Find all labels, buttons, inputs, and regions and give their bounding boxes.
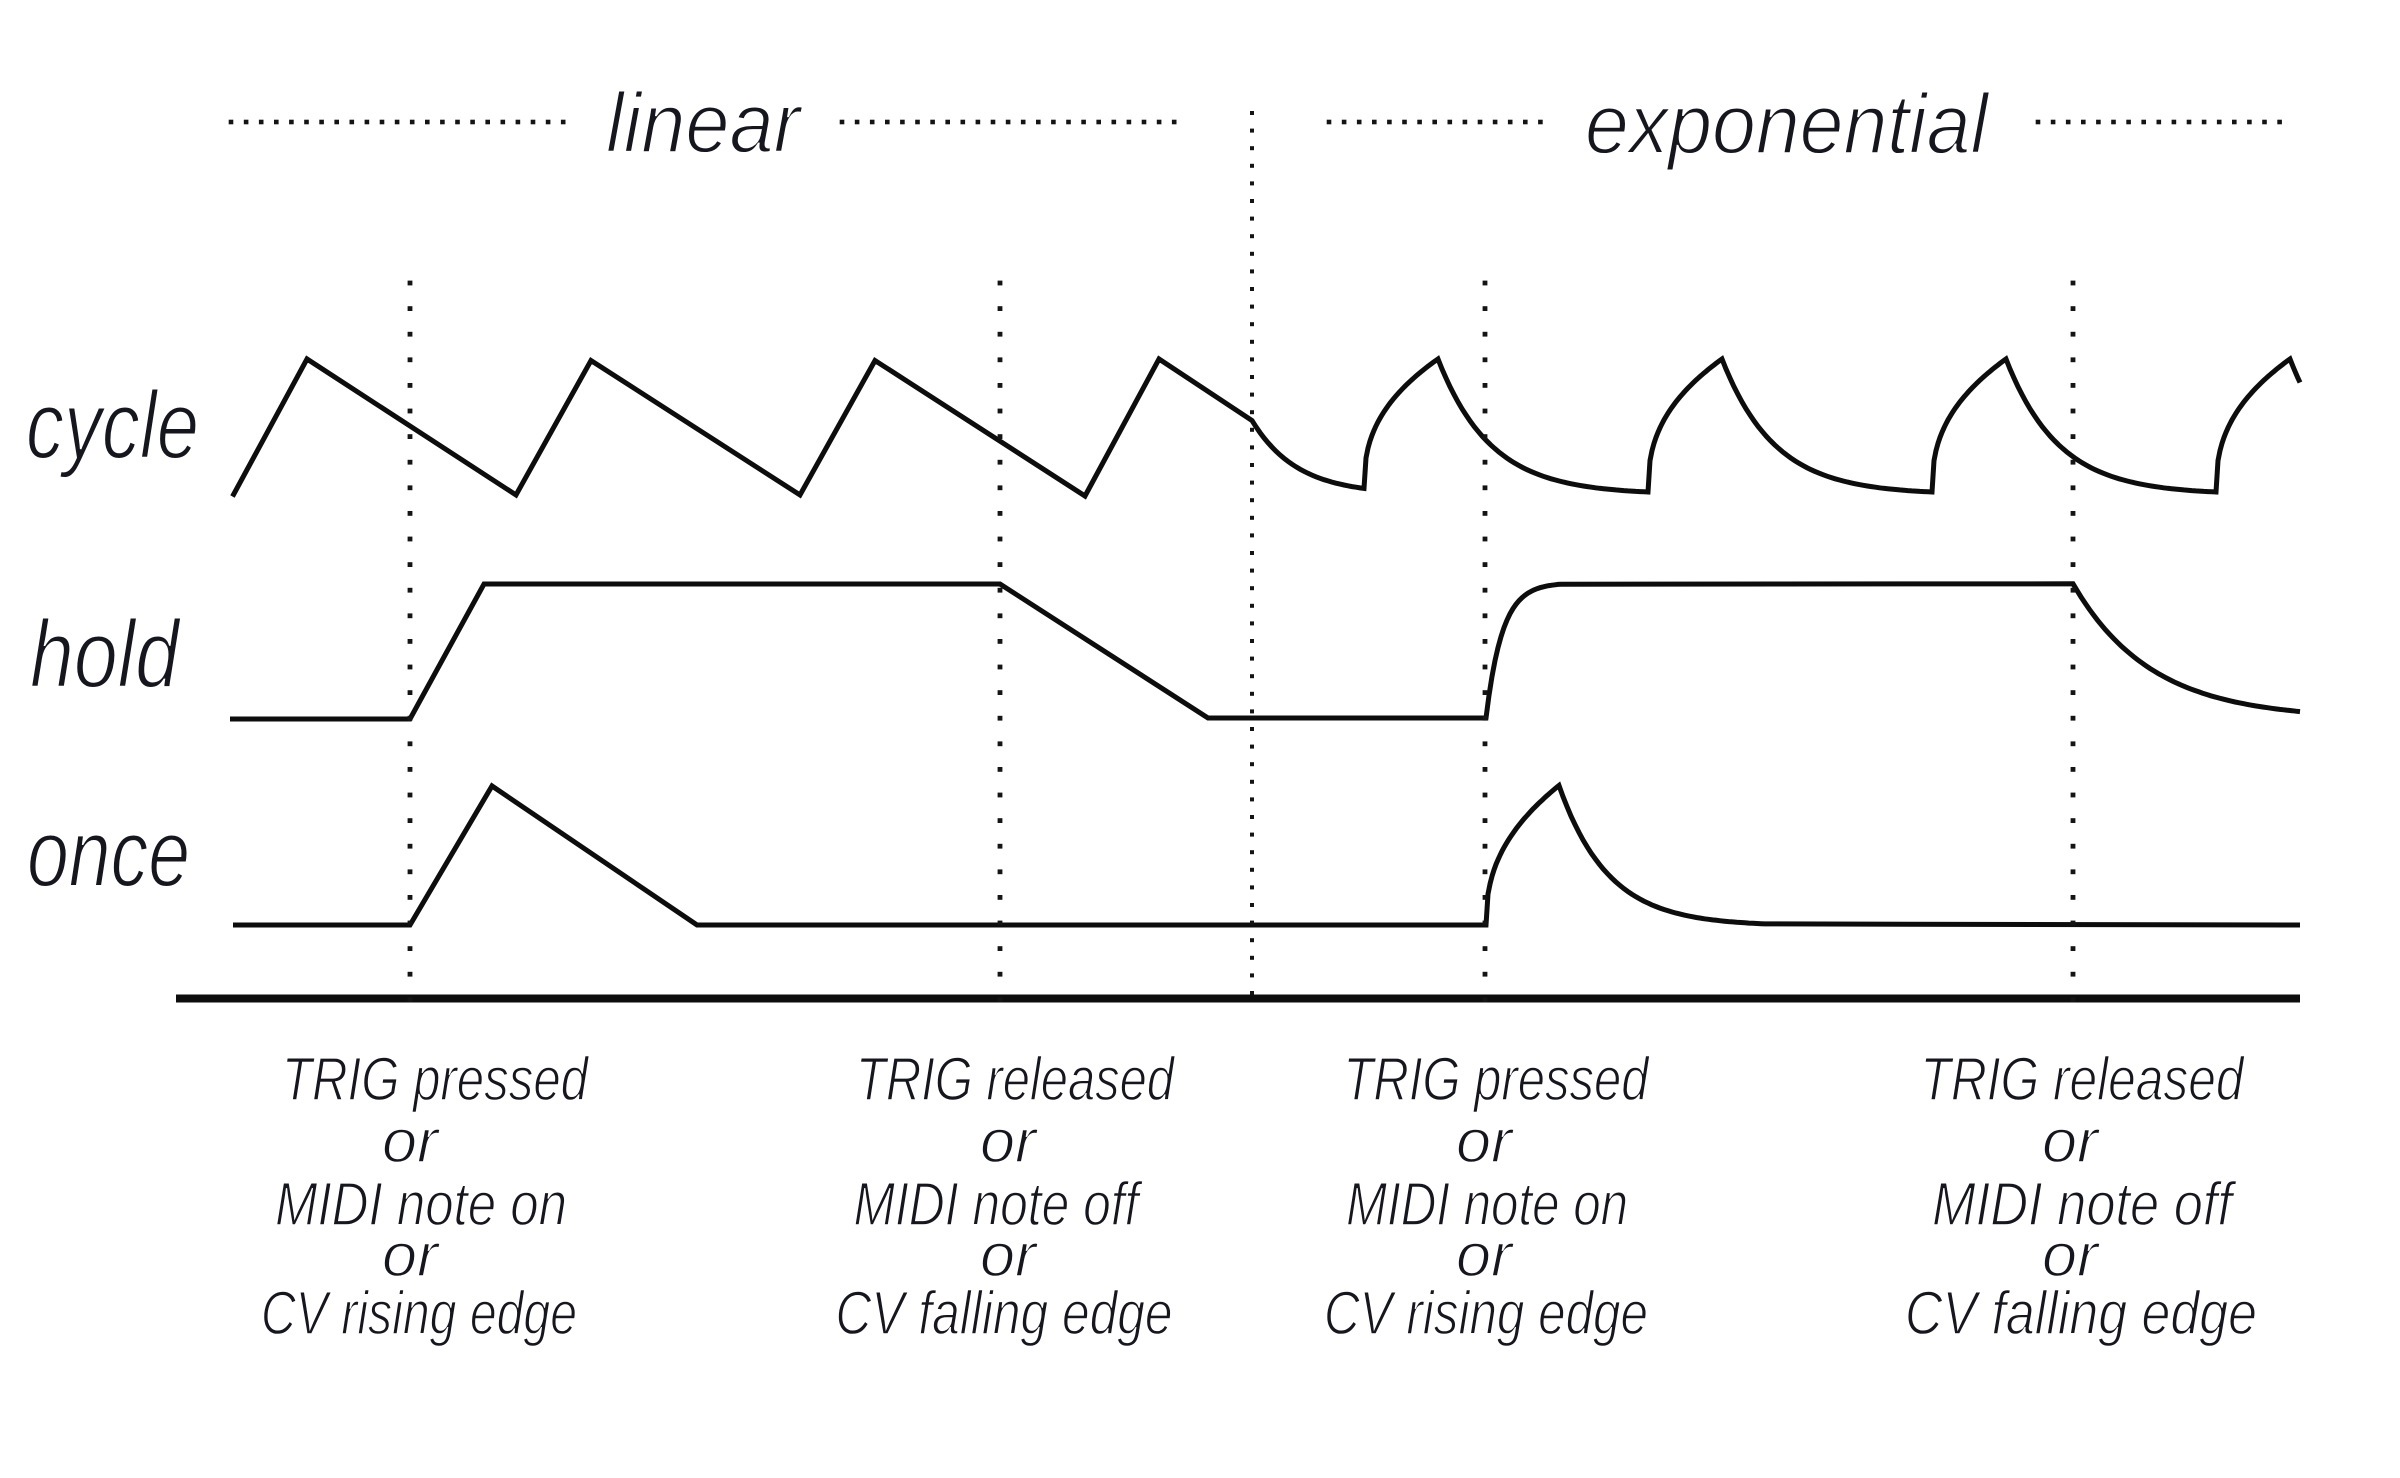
svg-text:MIDI note off: MIDI note off — [854, 1170, 1144, 1238]
svg-text:MIDI note off: MIDI note off — [1932, 1170, 2237, 1238]
svg-text:CV rising edge: CV rising edge — [261, 1279, 577, 1347]
svg-text:TRIG released: TRIG released — [1921, 1045, 2246, 1113]
svg-text:once: once — [27, 800, 190, 907]
svg-text:MIDI note on: MIDI note on — [1346, 1170, 1628, 1238]
svg-text:CV rising edge: CV rising edge — [1324, 1279, 1648, 1347]
svg-text:or: or — [382, 1221, 441, 1289]
svg-text:TRIG pressed: TRIG pressed — [282, 1045, 590, 1113]
svg-text:or: or — [382, 1107, 441, 1175]
svg-text:or: or — [1456, 1107, 1515, 1175]
svg-text:CV falling edge: CV falling edge — [1905, 1279, 2257, 1347]
svg-text:TRIG pressed: TRIG pressed — [1344, 1045, 1651, 1113]
svg-text:or: or — [1456, 1221, 1515, 1289]
svg-text:CV falling edge: CV falling edge — [836, 1279, 1173, 1347]
svg-text:linear: linear — [606, 76, 803, 170]
svg-text:or: or — [980, 1221, 1039, 1289]
svg-text:or: or — [980, 1107, 1039, 1175]
svg-text:TRIG released: TRIG released — [856, 1045, 1176, 1113]
svg-text:MIDI note on: MIDI note on — [275, 1170, 567, 1238]
svg-text:or: or — [2042, 1107, 2101, 1175]
svg-text:hold: hold — [30, 601, 181, 708]
svg-text:cycle: cycle — [26, 372, 199, 479]
svg-text:exponential: exponential — [1585, 77, 1990, 171]
svg-text:or: or — [2042, 1221, 2101, 1289]
